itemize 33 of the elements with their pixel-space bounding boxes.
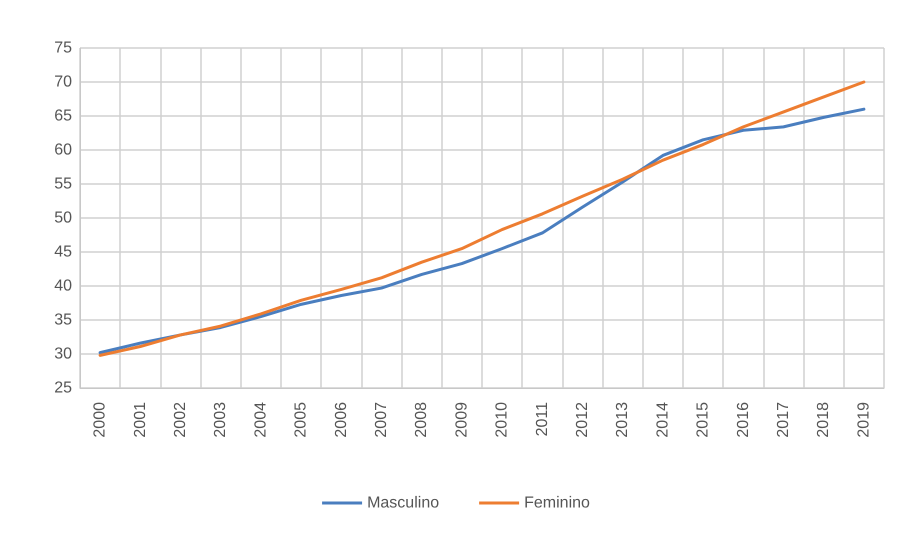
y-tick-label: 25 [54, 380, 72, 396]
x-tick-label: 2014 [654, 402, 672, 438]
x-tick-label: 2019 [855, 402, 872, 438]
x-tick-label: 2007 [373, 402, 390, 438]
x-tick-label: 2008 [413, 402, 430, 438]
x-tick-label: 2015 [694, 402, 712, 438]
y-tick-label: 75 [54, 40, 72, 56]
x-tick-label: 2000 [92, 402, 109, 438]
y-tick-label: 45 [54, 244, 72, 260]
x-tick-label: 2009 [453, 402, 470, 438]
x-tick-label: 2016 [734, 402, 752, 438]
x-tick-label: 2013 [614, 402, 632, 438]
x-tick-label: 2011 [534, 402, 551, 436]
x-tick-label: 2003 [212, 402, 230, 438]
x-tick-label: 2004 [252, 402, 270, 438]
y-tick-label: 40 [54, 278, 72, 294]
x-tick-label: 2006 [332, 402, 350, 438]
x-tick-label: 2018 [815, 402, 832, 438]
y-tick-label: 65 [54, 108, 72, 124]
x-tick-label: 2001 [132, 402, 149, 438]
legend-label: Masculino [367, 494, 440, 512]
y-tick-label: 30 [54, 346, 72, 362]
y-tick-label: 35 [54, 312, 72, 328]
y-tick-label: 70 [54, 74, 72, 90]
y-tick-label: 55 [54, 176, 72, 192]
x-tick-label: 2005 [292, 402, 310, 438]
y-tick-label: 60 [54, 142, 72, 158]
legend-label: Feminino [524, 494, 590, 512]
x-tick-label: 2012 [574, 402, 591, 438]
x-tick-label: 2002 [172, 402, 189, 438]
x-tick-label: 2010 [494, 402, 511, 438]
y-tick-label: 50 [54, 210, 72, 226]
x-tick-label: 2017 [775, 402, 792, 438]
